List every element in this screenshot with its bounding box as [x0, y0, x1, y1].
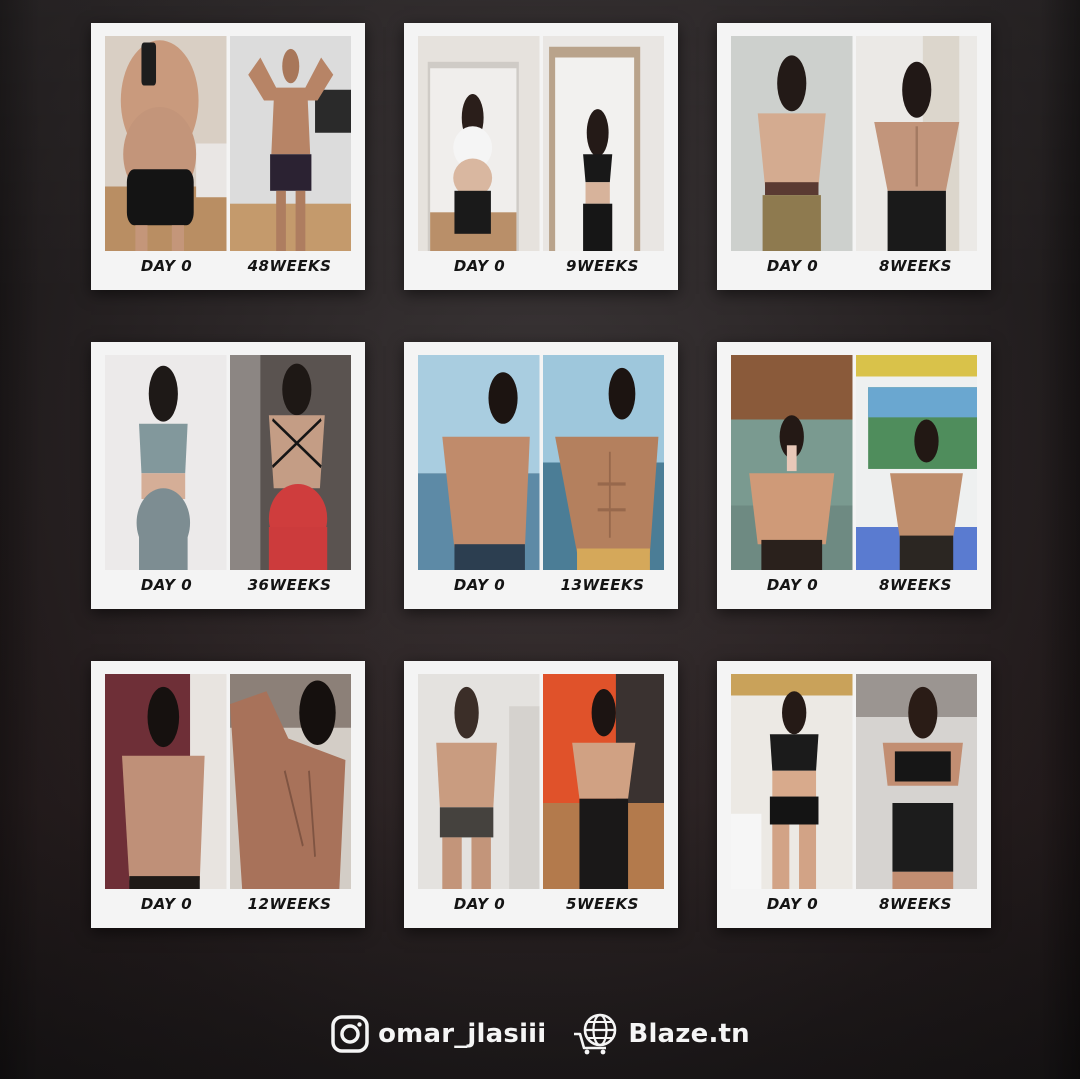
before-label: DAY 0: [766, 895, 819, 913]
label-row: DAY 0 9WEEKS: [418, 253, 664, 279]
after-label: 13WEEKS: [560, 576, 645, 594]
photo-pair: [105, 355, 351, 570]
photo-pair: [731, 36, 977, 251]
before-label: DAY 0: [140, 895, 193, 913]
after-photo: [229, 674, 351, 889]
label-row: DAY 0 8WEEKS: [731, 253, 977, 279]
brand-link[interactable]: Blaze.tn: [572, 1012, 750, 1056]
after-label: 48WEEKS: [247, 257, 332, 275]
photo-pair: [418, 355, 664, 570]
transformation-card: DAY 0 9WEEKS: [404, 23, 678, 290]
before-label: DAY 0: [453, 576, 506, 594]
before-photo: [105, 36, 227, 251]
after-photo: [542, 674, 664, 889]
transformation-card: DAY 0 8WEEKS: [717, 342, 991, 609]
label-row: DAY 0 13WEEKS: [418, 572, 664, 598]
photo-pair: [105, 674, 351, 889]
transformation-card: DAY 0 8WEEKS: [717, 23, 991, 290]
transformation-card: DAY 0 48WEEKS: [91, 23, 365, 290]
before-label: DAY 0: [453, 895, 506, 913]
label-row: DAY 0 8WEEKS: [731, 572, 977, 598]
after-photo: [229, 355, 351, 570]
woman-mirror-selfie-after-photo: [542, 36, 664, 251]
after-label: 5WEEKS: [566, 895, 639, 913]
transformation-grid: DAY 0 48WEEKS: [91, 23, 991, 928]
photo-pair: [418, 36, 664, 251]
woman-back-before-photo: [105, 355, 227, 570]
after-photo: [229, 36, 351, 251]
instagram-handle: omar_jlasiii: [378, 1019, 547, 1049]
woman-gym-before-photo: [731, 674, 853, 889]
young-man-back-before-photo: [105, 674, 227, 889]
before-label: DAY 0: [453, 257, 506, 275]
woman-back-after-photo: [229, 355, 351, 570]
before-photo: [731, 36, 853, 251]
after-label: 9WEEKS: [566, 257, 639, 275]
before-label: DAY 0: [766, 576, 819, 594]
man-back-mirror-before-photo: [418, 674, 540, 889]
brand-name: Blaze.tn: [628, 1019, 750, 1049]
before-photo: [418, 355, 540, 570]
after-label: 8WEEKS: [879, 576, 952, 594]
after-label: 8WEEKS: [879, 895, 952, 913]
man-flexing-after-photo: [229, 36, 351, 251]
man-beach-after-photo: [542, 355, 664, 570]
instagram-icon: [331, 1015, 369, 1053]
after-photo: [855, 674, 977, 889]
photo-pair: [731, 674, 977, 889]
before-photo: [105, 674, 227, 889]
man-back-mirror-after-photo: [542, 674, 664, 889]
young-man-back-after-photo: [229, 674, 351, 889]
before-label: DAY 0: [140, 576, 193, 594]
before-photo: [731, 355, 853, 570]
photo-pair: [105, 36, 351, 251]
man-gym-selfie-after-photo: [855, 355, 977, 570]
instagram-link[interactable]: omar_jlasiii: [330, 1014, 546, 1054]
transformation-card: DAY 0 12WEEKS: [91, 661, 365, 928]
globe-cart-icon: [574, 1013, 617, 1055]
before-photo: [105, 355, 227, 570]
label-row: DAY 0 48WEEKS: [105, 253, 351, 279]
transformation-card: DAY 0 8WEEKS: [717, 661, 991, 928]
label-row: DAY 0 36WEEKS: [105, 572, 351, 598]
before-photo: [731, 674, 853, 889]
transformation-card: DAY 0 5WEEKS: [404, 661, 678, 928]
woman-mirror-selfie-before-photo: [418, 36, 540, 251]
man-back-after-photo: [855, 36, 977, 251]
transformation-card: DAY 0 13WEEKS: [404, 342, 678, 609]
woman-gym-after-photo: [855, 674, 977, 889]
man-beach-before-photo: [418, 355, 540, 570]
after-photo: [855, 355, 977, 570]
photo-pair: [418, 674, 664, 889]
after-photo: [542, 36, 664, 251]
label-row: DAY 0 12WEEKS: [105, 891, 351, 917]
photo-pair: [731, 355, 977, 570]
label-row: DAY 0 5WEEKS: [418, 891, 664, 917]
after-label: 8WEEKS: [879, 257, 952, 275]
before-photo: [418, 674, 540, 889]
man-back-before-photo: [731, 36, 853, 251]
transformation-card: DAY 0 36WEEKS: [91, 342, 365, 609]
after-photo: [542, 355, 664, 570]
before-label: DAY 0: [766, 257, 819, 275]
label-row: DAY 0 8WEEKS: [731, 891, 977, 917]
after-photo: [855, 36, 977, 251]
before-label: DAY 0: [140, 257, 193, 275]
before-photo: [418, 36, 540, 251]
man-gym-selfie-before-photo: [731, 355, 853, 570]
footer: omar_jlasiii Blaze.tn: [0, 1010, 1080, 1058]
after-label: 12WEEKS: [247, 895, 332, 913]
man-mirror-selfie-before-photo: [105, 36, 227, 251]
after-label: 36WEEKS: [247, 576, 332, 594]
